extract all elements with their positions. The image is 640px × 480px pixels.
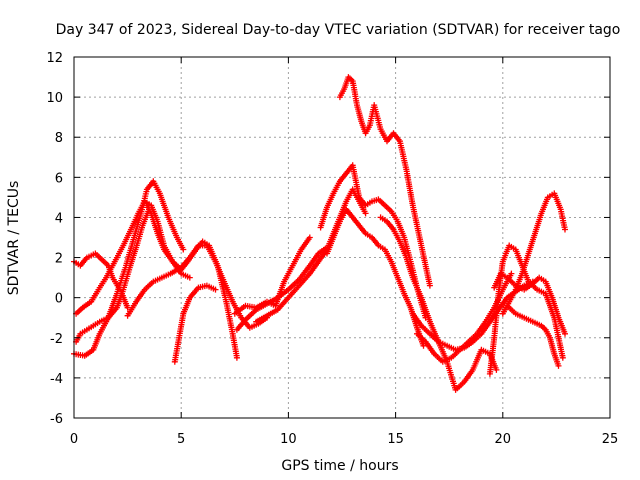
series-line <box>326 208 425 347</box>
series-track-4 <box>73 206 152 345</box>
data-point <box>306 234 313 241</box>
data-point <box>426 282 433 289</box>
grid <box>74 57 610 418</box>
series-track-13 <box>336 74 433 289</box>
y-tick-label: 0 <box>55 292 63 307</box>
y-tick-label: 8 <box>55 131 63 146</box>
series-track-18 <box>491 270 568 337</box>
data-point <box>212 286 219 293</box>
x-tick-label: 0 <box>70 432 78 447</box>
x-tick-label: 10 <box>280 432 297 447</box>
y-tick-label: 4 <box>55 211 63 226</box>
x-tick-label: 20 <box>495 432 512 447</box>
x-tick-label: 25 <box>602 432 619 447</box>
series-track-14 <box>377 214 500 393</box>
y-axis-label: SDTVAR / TECUs <box>6 181 22 296</box>
y-tick-label: -4 <box>50 372 63 387</box>
data-point <box>562 226 568 233</box>
data-point <box>362 210 369 217</box>
chart-title: Day 347 of 2023, Sidereal Day-to-day VTE… <box>56 22 621 38</box>
series-line <box>338 76 431 287</box>
series-track-12 <box>324 206 427 349</box>
y-tick-label: 6 <box>55 171 63 186</box>
x-axis-label: GPS time / hours <box>281 458 398 474</box>
data-point <box>186 274 193 281</box>
data-point <box>493 366 500 373</box>
y-tick-label: 12 <box>46 51 63 66</box>
series-track-20 <box>504 302 562 369</box>
series-track-9 <box>231 234 313 317</box>
series-track-3 <box>73 198 193 317</box>
data-point <box>559 354 566 361</box>
data-point <box>233 354 240 361</box>
x-tick-label: 15 <box>387 432 404 447</box>
data-point <box>508 270 515 277</box>
y-tick-label: 10 <box>46 91 63 106</box>
y-tick-label: 2 <box>55 252 63 267</box>
plot-area <box>71 74 568 393</box>
y-tick-label: -2 <box>50 332 63 347</box>
series-track-7 <box>171 282 219 365</box>
data-point <box>180 246 187 253</box>
data-point <box>562 330 568 337</box>
axis-ticks: 0 5 10 15 20 25 -6 -4 -2 0 2 4 6 8 10 12 <box>46 51 618 447</box>
plot-frame <box>73 56 611 419</box>
series-track-19 <box>499 190 568 317</box>
y-tick-label: -6 <box>50 412 63 427</box>
x-tick-label: 5 <box>177 432 185 447</box>
series-track-6 <box>143 202 240 361</box>
data-point <box>555 362 562 369</box>
